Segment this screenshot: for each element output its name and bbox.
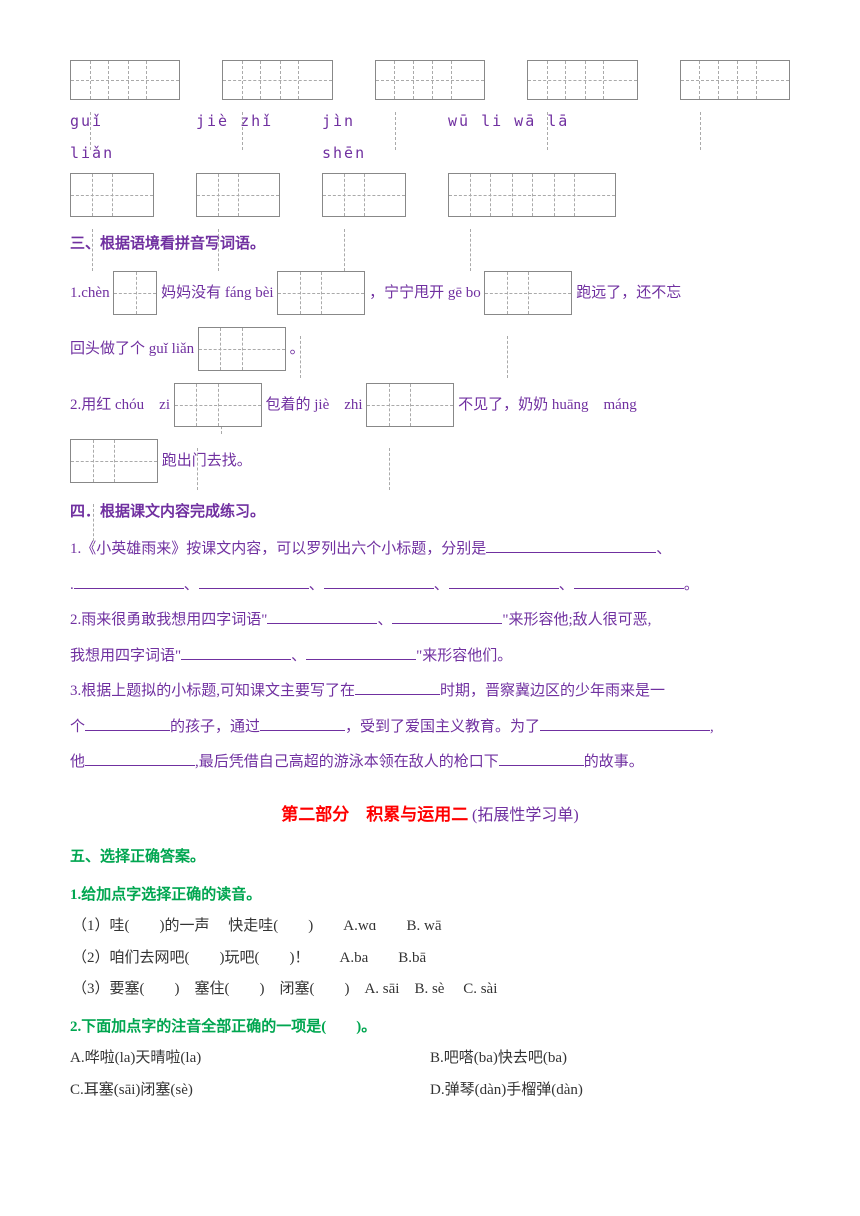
q5-2-options: A.哗啦(la)天晴啦(la) B.吧嗒(ba)快去吧(ba) C.耳塞(sāi…: [70, 1043, 790, 1106]
option-a[interactable]: A.哗啦(la)天晴啦(la): [70, 1043, 430, 1075]
q5-1-2[interactable]: （2）咱们去网吧( )玩吧( )！ A.ba B.bā: [72, 943, 790, 975]
q4-2b: 我想用四字词语" 、 "来形容他们。: [70, 641, 790, 673]
fill-blank[interactable]: [574, 571, 684, 589]
q3-2: 2.用红 chóu zi 包着的 jiè zhi 不见了，奶奶 huāng má…: [70, 379, 790, 431]
q-text: ，受到了爱国主义教育。为了: [345, 719, 540, 735]
writing-grid[interactable]: [196, 173, 280, 217]
q-text: ,: [710, 719, 714, 735]
q-text: 跑远了，还不忘: [576, 285, 681, 301]
option-d[interactable]: D.弹琴(dàn)手榴弹(dàn): [430, 1075, 790, 1107]
writing-grid[interactable]: [375, 60, 485, 100]
q-text: 妈妈没有 fáng bèi: [161, 285, 273, 301]
fill-blank[interactable]: [181, 642, 291, 660]
fill-blank[interactable]: [392, 606, 502, 624]
section-3-title: 三、根据语境看拼音写词语。: [70, 229, 790, 261]
fill-blank[interactable]: [499, 748, 584, 766]
q-text: 他: [70, 754, 85, 770]
writing-grid[interactable]: [680, 60, 790, 100]
q4-1b: .、、、、。: [70, 570, 790, 602]
writing-grid[interactable]: [174, 383, 262, 427]
section-4-title: 四．根据课文内容完成练习。: [70, 497, 790, 529]
q-text: 1.chèn: [70, 285, 110, 301]
q4-3b: 个 的孩子，通过 ，受到了爱国主义教育。为了,: [70, 712, 790, 744]
section-5-sub2: 2.下面加点字的注音全部正确的一项是( )。: [70, 1012, 790, 1044]
writing-grid[interactable]: [222, 60, 332, 100]
q-text: 的孩子，通过: [170, 719, 260, 735]
writing-grid[interactable]: [448, 173, 616, 217]
fill-blank[interactable]: [449, 571, 559, 589]
q-text: 包着的 jiè zhi: [265, 397, 362, 413]
grid-row-2: [70, 173, 790, 217]
writing-grid[interactable]: [527, 60, 637, 100]
q-text: 个: [70, 719, 85, 735]
writing-grid[interactable]: [484, 271, 572, 315]
q-text: 、: [377, 612, 392, 628]
fill-blank[interactable]: [260, 713, 345, 731]
q-text: 、: [656, 541, 671, 557]
q3-1b: 回头做了个 guǐ liǎn 。: [70, 323, 790, 375]
q-text: 我想用四字词语": [70, 648, 181, 664]
part-title-red: 第二部分 积累与运用二: [281, 805, 468, 824]
q4-2: 2.雨来很勇敢我想用四字词语" 、 "来形容他;敌人很可恶,: [70, 605, 790, 637]
q4-3c: 他 ,最后凭借自己高超的游泳本领在敌人的枪口下 的故事。: [70, 747, 790, 779]
q-text: 2.雨来很勇敢我想用四字词语": [70, 612, 267, 628]
fill-blank[interactable]: [85, 748, 195, 766]
fill-blank[interactable]: [306, 642, 416, 660]
q-text: 2.用红 chóu zi: [70, 397, 170, 413]
q-text: 的故事。: [584, 754, 644, 770]
q3-1: 1.chèn 妈妈没有 fáng bèi ，宁宁甩开 gē bo 跑远了，还不忘: [70, 267, 790, 319]
writing-grid[interactable]: [70, 439, 158, 483]
part-2-title: 第二部分 积累与运用二 (拓展性学习单): [70, 797, 790, 833]
writing-grid[interactable]: [366, 383, 454, 427]
option-b[interactable]: B.吧嗒(ba)快去吧(ba): [430, 1043, 790, 1075]
fill-blank[interactable]: [267, 606, 377, 624]
fill-blank[interactable]: [199, 571, 309, 589]
fill-blank[interactable]: [74, 571, 184, 589]
q-text: ,最后凭借自己高超的游泳本领在敌人的枪口下: [195, 754, 499, 770]
writing-grid[interactable]: [113, 271, 157, 315]
q-text: 时期，晋察冀边区的少年雨来是一: [440, 683, 665, 699]
fill-blank[interactable]: [85, 713, 170, 731]
writing-grid[interactable]: [70, 173, 154, 217]
q-text: 1.《小英雄雨来》按课文内容，可以罗列出六个小标题，分别是: [70, 541, 486, 557]
q-text: "来形容他;敌人很可恶,: [502, 612, 651, 628]
q4-3: 3.根据上题拟的小标题,可知课文主要写了在 时期，晋察冀边区的少年雨来是一: [70, 676, 790, 708]
q-text: ，宁宁甩开 gē bo: [369, 285, 481, 301]
q5-1-1[interactable]: （1）哇( )的一声 快走哇( ) A.wɑ B. wā: [72, 911, 790, 943]
writing-grid[interactable]: [322, 173, 406, 217]
q4-1: 1.《小英雄雨来》按课文内容，可以罗列出六个小标题，分别是 、: [70, 534, 790, 566]
q5-1-3[interactable]: （3）要塞( ) 塞住( ) 闭塞( ) A. sāi B. sè C. sài: [72, 974, 790, 1006]
writing-grid[interactable]: [70, 60, 180, 100]
q-text: "来形容他们。: [416, 648, 512, 664]
section-5-title: 五、选择正确答案。: [70, 842, 790, 874]
writing-grid[interactable]: [277, 271, 365, 315]
q-text: 、: [291, 648, 306, 664]
fill-blank[interactable]: [540, 713, 710, 731]
part-title-purple: (拓展性学习单): [472, 807, 579, 824]
fill-blank[interactable]: [324, 571, 434, 589]
option-c[interactable]: C.耳塞(sāi)闭塞(sè): [70, 1075, 430, 1107]
grid-row-1: [70, 60, 790, 100]
fill-blank[interactable]: [486, 535, 656, 553]
q-text: 不见了，奶奶 huāng máng: [458, 397, 637, 413]
q-text: 回头做了个 guǐ liǎn: [70, 341, 194, 357]
q-text: 3.根据上题拟的小标题,可知课文主要写了在: [70, 683, 355, 699]
fill-blank[interactable]: [355, 677, 440, 695]
writing-grid[interactable]: [198, 327, 286, 371]
section-5-sub1: 1.给加点字选择正确的读音。: [70, 880, 790, 912]
